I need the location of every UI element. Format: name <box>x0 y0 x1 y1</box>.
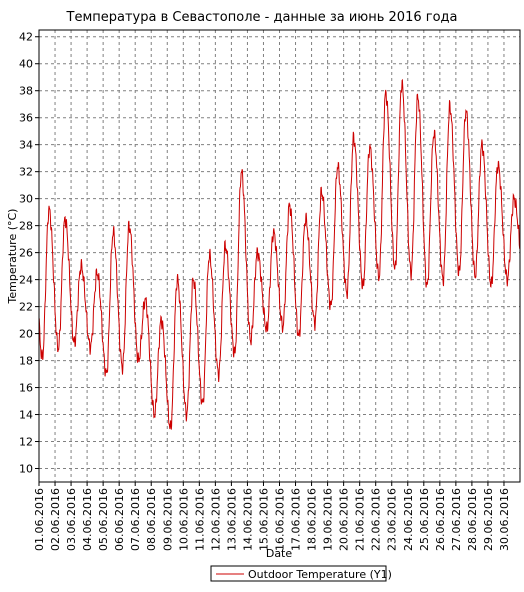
x-tick-label: 03.06.2016 <box>65 488 78 551</box>
y-tick-label: 26 <box>19 247 33 260</box>
y-tick-label: 42 <box>19 31 33 44</box>
x-axis-ticks: 01.06.2016 02.06.2016 03.06.2016 04.06.2016… <box>33 482 511 551</box>
x-tick-label: 19.06.2016 <box>322 488 335 551</box>
x-tick-label: 05.06.2016 <box>97 488 110 551</box>
y-tick-label: 32 <box>19 166 33 179</box>
y-tick-label: 40 <box>19 58 33 71</box>
y-tick-label: 22 <box>19 301 33 314</box>
y-axis-ticks: 10 12 14 16 18 20 22 24 26 28 30 32 34 36 38 40 42 <box>19 31 39 476</box>
x-tick-label: 04.06.2016 <box>81 488 94 551</box>
x-tick-label: 11.06.2016 <box>193 488 206 551</box>
x-tick-label: 26.06.2016 <box>434 488 447 551</box>
x-tick-label: 20.06.2016 <box>338 488 351 551</box>
x-tick-label: 02.06.2016 <box>49 488 62 551</box>
x-tick-label: 24.06.2016 <box>402 488 415 551</box>
x-tick-label: 12.06.2016 <box>209 488 222 551</box>
y-tick-label: 24 <box>19 274 33 287</box>
x-tick-label: 29.06.2016 <box>482 488 495 551</box>
x-tick-label: 22.06.2016 <box>370 488 383 551</box>
x-tick-label: 14.06.2016 <box>241 488 254 551</box>
x-axis-label: Date <box>266 547 293 560</box>
x-tick-label: 28.06.2016 <box>466 488 479 551</box>
x-tick-label: 18.06.2016 <box>306 488 319 551</box>
chart-title: Температура в Севастополе - данные за ию… <box>66 10 458 25</box>
grid <box>38 30 520 482</box>
y-tick-label: 38 <box>19 85 33 98</box>
legend-label: Outdoor Temperature (Y1) <box>248 568 392 581</box>
x-tick-label: 13.06.2016 <box>225 488 238 551</box>
plot-frame <box>38 29 521 483</box>
y-tick-label: 12 <box>19 436 33 449</box>
y-tick-label: 16 <box>19 382 33 395</box>
x-tick-label: 06.06.2016 <box>113 488 126 551</box>
legend: Outdoor Temperature (Y1) <box>210 565 392 582</box>
x-tick-label: 23.06.2016 <box>386 488 399 551</box>
x-tick-label: 07.06.2016 <box>129 488 142 551</box>
x-tick-label: 21.06.2016 <box>354 488 367 551</box>
y-tick-label: 34 <box>19 139 33 152</box>
x-tick-label: 15.06.2016 <box>257 488 270 551</box>
y-tick-label: 30 <box>19 193 33 206</box>
y-tick-label: 18 <box>19 355 33 368</box>
x-tick-label: 17.06.2016 <box>290 488 303 551</box>
y-tick-label: 36 <box>19 112 33 125</box>
x-tick-label: 09.06.2016 <box>161 488 174 551</box>
x-tick-label: 08.06.2016 <box>145 488 158 551</box>
y-tick-label: 20 <box>19 328 33 341</box>
y-tick-label: 14 <box>19 409 33 422</box>
x-tick-label: 27.06.2016 <box>450 488 463 551</box>
y-tick-label: 10 <box>19 463 33 476</box>
y-tick-label: 28 <box>19 220 33 233</box>
x-tick-label: 10.06.2016 <box>177 488 190 551</box>
x-tick-label: 25.06.2016 <box>418 488 431 551</box>
series-line-outdoor-temperature <box>38 78 521 430</box>
plot-area <box>39 30 520 482</box>
y-axis-label: Temperature (°C) <box>6 209 19 305</box>
legend-box <box>210 565 387 582</box>
x-tick-label: 01.06.2016 <box>33 488 46 551</box>
x-tick-label: 30.06.2016 <box>498 488 511 551</box>
x-tick-label: 16.06.2016 <box>274 488 287 551</box>
